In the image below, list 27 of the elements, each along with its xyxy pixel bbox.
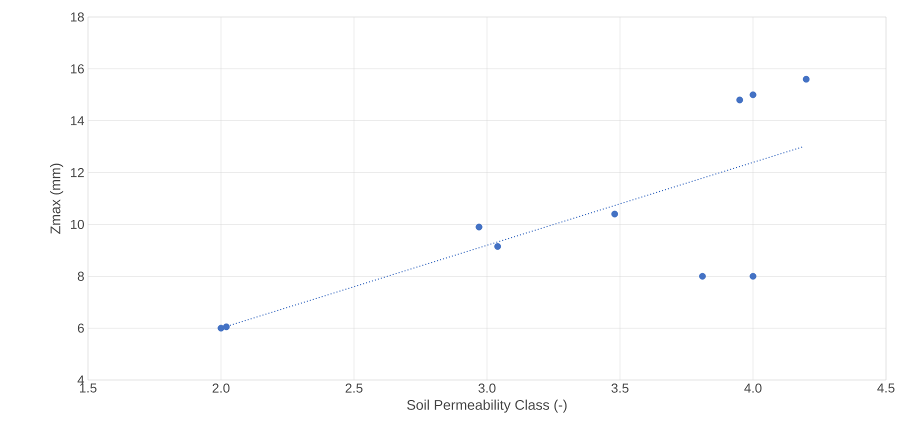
point (222, 323, 230, 330)
y-tick-label: 10 (71, 220, 84, 230)
point (750, 272, 756, 280)
y-tick-label: 16 (71, 64, 84, 74)
y-tick-label: 14 (71, 116, 84, 126)
point (611, 210, 618, 218)
x-tick-label: 1.5 (80, 384, 96, 393)
y-tick-label: 8 (78, 272, 84, 281)
x-tick-label: 4.0 (744, 384, 762, 393)
x-tick-label: 2.5 (346, 384, 362, 393)
x-tick-label: 3.5 (611, 384, 628, 393)
point (802, 76, 810, 83)
point (476, 224, 482, 230)
point (736, 96, 744, 104)
point (750, 91, 756, 98)
x-tick-label: 4.5 (877, 384, 894, 393)
point (218, 324, 224, 332)
x-tick-label: 3.0 (478, 384, 496, 393)
point (699, 272, 706, 280)
point (494, 243, 502, 250)
y-tick-label: 18 (71, 12, 84, 22)
y-tick-label: 12 (71, 168, 84, 178)
y-tick-label: 6 (78, 324, 84, 333)
x-tick-label: 2.0 (212, 384, 230, 393)
y-tick-label: 4 (78, 376, 84, 384)
x-axis-title: Soil Permeability Class (-) (407, 400, 567, 413)
y-axis-title: Zmax (mm) (50, 164, 64, 234)
